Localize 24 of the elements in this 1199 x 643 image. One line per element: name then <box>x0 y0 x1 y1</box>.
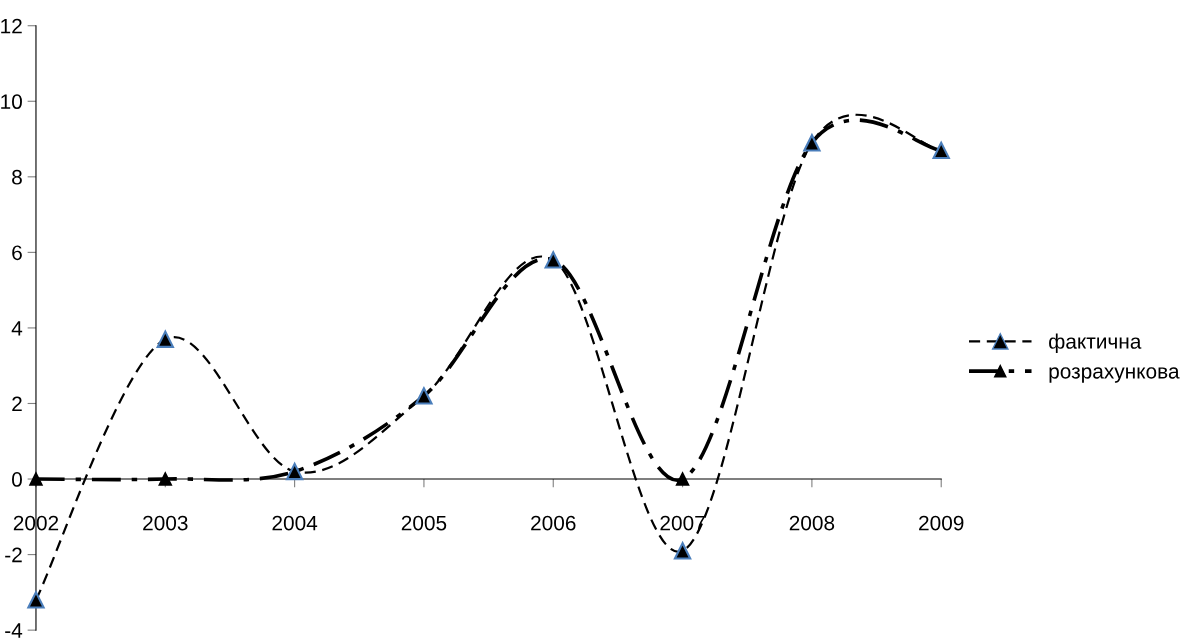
x-tick-label: 2003 <box>143 515 188 531</box>
point <box>158 472 172 486</box>
y-tick-label: 6 <box>12 245 22 261</box>
y-tick-label: 4 <box>11 321 23 336</box>
x-tick-label: 2005 <box>401 515 447 531</box>
point <box>156 330 174 348</box>
x-tick-label: 2008 <box>789 515 835 531</box>
point <box>29 472 43 486</box>
y-tick-label: -2 <box>5 547 22 563</box>
x-tick-label: 2009 <box>919 515 964 531</box>
point <box>675 472 690 486</box>
x-tick-label: 2007 <box>660 515 705 531</box>
y-tick-label: 2 <box>12 396 22 412</box>
y-tick-label: 8 <box>12 169 22 185</box>
x-tick-label: 2006 <box>531 515 576 531</box>
y-tick-label: 0 <box>12 472 22 487</box>
legend-label: розрахункова <box>1049 367 1180 383</box>
y-tick-label: 10 <box>1 94 22 110</box>
legend-label: фактична <box>1049 333 1142 353</box>
y-tick-label: -4 <box>5 623 23 638</box>
y-tick-label: 12 <box>1 18 22 34</box>
x-tick-label: 2004 <box>272 515 318 531</box>
point <box>673 542 692 560</box>
point <box>27 591 45 609</box>
